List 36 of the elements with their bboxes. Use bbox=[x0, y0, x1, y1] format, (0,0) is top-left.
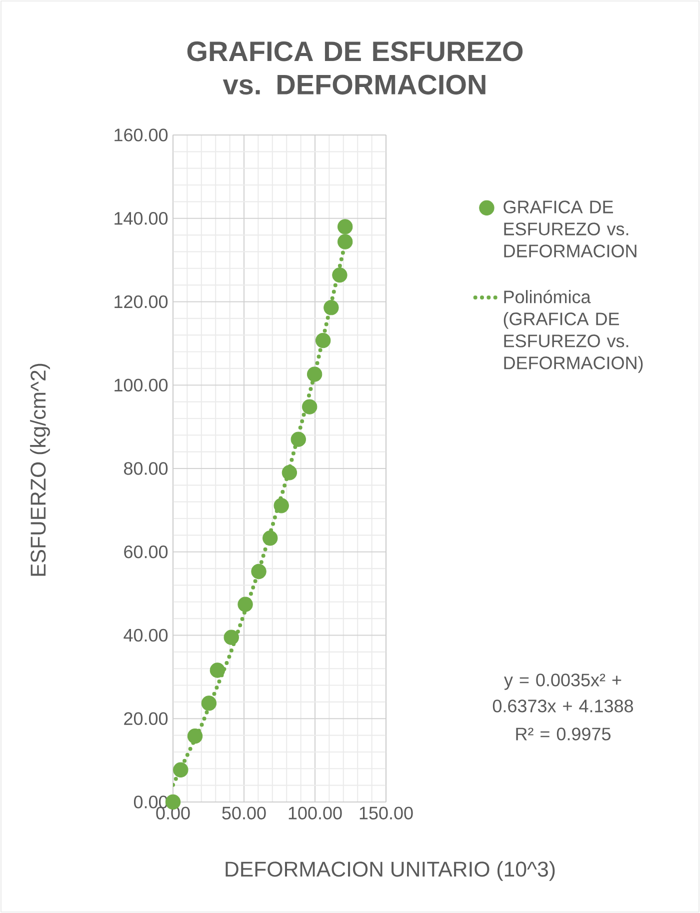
y-tick-label: 160.00 bbox=[114, 128, 168, 142]
text: R² = 0.9975 bbox=[516, 728, 611, 740]
point bbox=[338, 219, 353, 234]
x-axis-title: DEFORMACION UNITARIO (10^3) bbox=[226, 861, 555, 881]
text: y = 0.0035x² + 0.6373x + 4.1388 bbox=[492, 674, 633, 712]
y-tick-label: 40.00 bbox=[124, 628, 168, 642]
point bbox=[262, 530, 278, 546]
chart-title: GRAFICA DE ESFUREZO vs. DEFORMACION bbox=[187, 41, 523, 95]
y-tick-label: 100.00 bbox=[114, 378, 168, 392]
point bbox=[332, 267, 348, 283]
point bbox=[302, 399, 318, 414]
x-tick-label: 100.00 bbox=[288, 806, 342, 820]
y-tick-label: 120.00 bbox=[114, 295, 168, 308]
point bbox=[201, 696, 217, 711]
point bbox=[324, 300, 339, 316]
point bbox=[290, 432, 306, 447]
y-axis-title: ESFUERZO (kg/cm^2) bbox=[30, 364, 50, 576]
point bbox=[306, 366, 322, 382]
point bbox=[338, 234, 353, 250]
x-tick-label: 150.00 bbox=[360, 806, 413, 820]
y-tick-label: 60.00 bbox=[124, 546, 168, 558]
point bbox=[187, 728, 203, 744]
point bbox=[274, 498, 289, 514]
point bbox=[282, 465, 298, 480]
legend-label: GRAFICA DE ESFUREZO vs. DEFORMACION bbox=[504, 200, 636, 258]
y-tick-label: 140.00 bbox=[114, 212, 168, 225]
point bbox=[173, 762, 188, 778]
point bbox=[224, 630, 239, 645]
point bbox=[238, 596, 253, 612]
point bbox=[315, 332, 331, 348]
x-tick-label: 50.00 bbox=[222, 806, 266, 820]
point bbox=[210, 662, 226, 678]
point bbox=[251, 564, 266, 580]
legend-label: Polinómica (GRAFICA DE ESFUREZO vs. DEFORMACION) bbox=[504, 290, 643, 373]
y-tick-label: 20.00 bbox=[124, 712, 168, 725]
y-tick-label: 80.00 bbox=[124, 462, 168, 475]
